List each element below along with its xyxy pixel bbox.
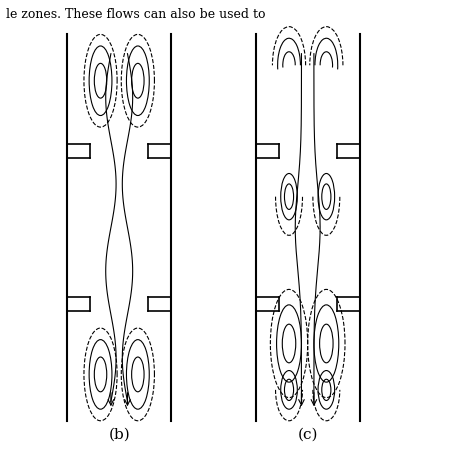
Text: (b): (b) xyxy=(109,428,130,442)
Text: le zones. These flows can also be used to: le zones. These flows can also be used t… xyxy=(6,9,265,21)
Text: (c): (c) xyxy=(297,428,318,442)
